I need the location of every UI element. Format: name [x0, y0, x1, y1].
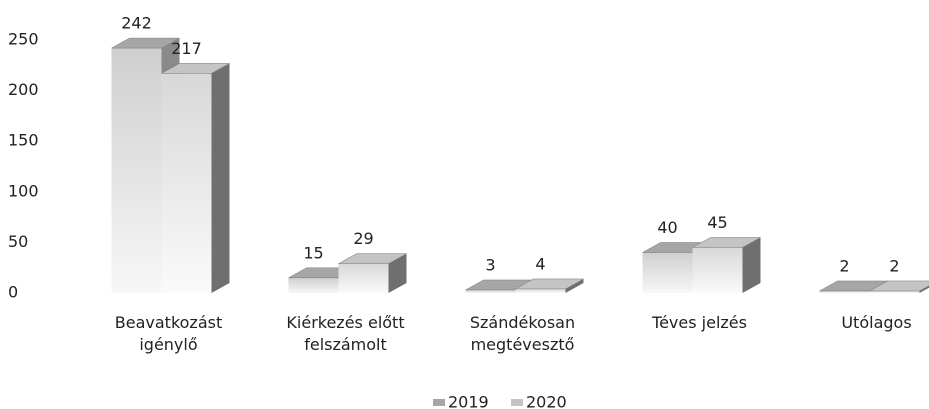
value-label: 2: [839, 256, 849, 275]
bar-top: [337, 253, 408, 264]
x-tick-label: Szándékosan megtévesztő: [469, 313, 576, 354]
bar: [288, 277, 339, 293]
bar: [642, 252, 693, 293]
bar-side: [742, 237, 761, 293]
bar-side: [565, 278, 584, 293]
value-label: 40: [657, 218, 677, 237]
x-tick-label: Téves jelzés: [652, 313, 747, 332]
x-tick-label: Utólagos: [841, 313, 912, 332]
bar: [869, 290, 920, 293]
bar-top: [868, 280, 929, 292]
bar-side: [388, 253, 407, 293]
value-label: 242: [121, 14, 152, 33]
value-label: 4: [535, 254, 545, 273]
value-label: 2: [889, 256, 899, 275]
bar-top: [160, 63, 231, 74]
bar: [819, 290, 870, 293]
bar: [515, 288, 566, 293]
value-label: 15: [303, 243, 323, 262]
bar: [338, 263, 389, 293]
bar: [161, 73, 212, 294]
y-tick-label: 150: [8, 131, 39, 150]
x-tick-label: Kiérkezés előtt felszámolt: [286, 313, 405, 354]
bar: [111, 48, 162, 293]
bar: [692, 247, 743, 293]
bar-side: [919, 285, 929, 293]
y-tick-label: 50: [8, 232, 28, 251]
legend-swatch: [511, 399, 523, 406]
value-label: 29: [353, 229, 373, 248]
x-tick-label: Beavatkozást igénylő: [114, 313, 223, 354]
legend-swatch: [433, 399, 445, 406]
y-tick-label: 0: [8, 283, 18, 302]
y-tick-label: 200: [8, 80, 39, 99]
bar-side: [211, 63, 230, 294]
bar-top: [691, 237, 762, 248]
value-label: 45: [707, 213, 727, 232]
legend-label: 2020: [526, 393, 567, 409]
legend-label: 2019: [448, 393, 489, 409]
value-label: 217: [171, 39, 202, 58]
y-tick-label: 250: [8, 30, 39, 49]
y-tick-label: 100: [8, 181, 39, 200]
bar-top: [514, 278, 585, 290]
bar: [465, 289, 516, 293]
bar-top: [110, 37, 181, 49]
value-label: 3: [485, 255, 495, 274]
